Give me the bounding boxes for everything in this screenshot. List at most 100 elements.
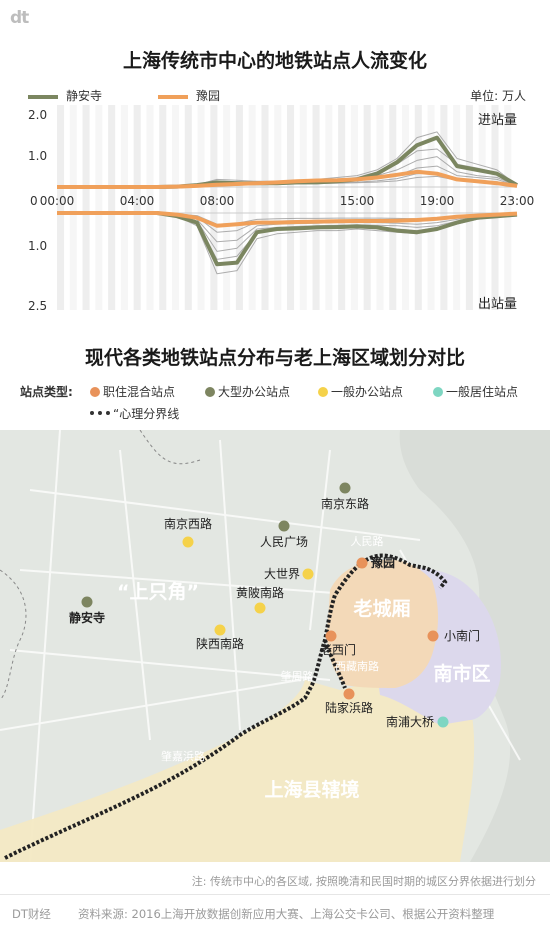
station-label: 南浦大桥 — [386, 714, 434, 729]
y-tick-exit-2-5: 2.5 — [28, 299, 47, 313]
flow-chart: 2.0 1.0 0 1.0 2.5 进站量 出站量 00:00 04:00 08:0… — [28, 105, 535, 313]
station-label: 老西门 — [320, 642, 356, 657]
legend-item-residential: 一般居住站点 — [433, 383, 518, 400]
time-stripes — [57, 105, 512, 310]
time-stripe — [427, 105, 435, 310]
time-stripe — [338, 105, 346, 310]
time-stripe — [491, 105, 499, 310]
time-stripe — [235, 105, 243, 310]
station-label: 南京东路 — [321, 496, 369, 511]
large-office-dot-icon — [205, 387, 215, 397]
footer-divider — [0, 894, 550, 895]
legend-swatch-yuyuan — [158, 94, 188, 99]
street-label-xizangnanlu: 西藏南路 — [335, 660, 379, 673]
unit-label: 单位: 万人 — [470, 89, 526, 103]
station-label: 陕西南路 — [196, 636, 244, 651]
x-tick-label: 19:00 — [420, 194, 455, 208]
station-marker — [182, 536, 194, 548]
time-stripe — [248, 105, 256, 310]
series-layer — [57, 131, 518, 275]
time-stripe — [69, 105, 77, 310]
psychological-boundary-branch — [323, 639, 347, 689]
legend-item-boundary: “心理分界线 — [90, 405, 179, 422]
series-line-豫园-exit — [57, 211, 518, 228]
map-title: 现代各类地铁站点分布与老上海区域划分对比 — [84, 347, 465, 369]
legend-item-mixed: 职住混合站点 — [90, 383, 175, 400]
y-tick-0: 0 — [30, 194, 38, 208]
y-tick-exit-1-0: 1.0 — [28, 239, 47, 253]
time-stripe — [108, 105, 116, 310]
station-label: 人民广场 — [260, 535, 308, 549]
region-label-shangzhijiao: “上只角” — [117, 580, 199, 603]
exit-panel-label: 出站量 — [478, 297, 517, 312]
x-tick-label: 23:00 — [500, 194, 535, 208]
time-stripe — [120, 105, 128, 310]
y-tick-2-0: 2.0 — [28, 108, 47, 122]
station-marker — [278, 520, 290, 532]
time-stripe — [402, 105, 410, 310]
street-label-renminlu: 人民路 — [351, 535, 384, 548]
entry-panel-label: 进站量 — [478, 113, 517, 128]
time-stripe — [82, 105, 90, 310]
footer: DT财经 资料来源: 2016上海开放数据创新应用大赛、上海公交卡公司、根据公开… — [0, 894, 550, 934]
time-stripe — [465, 105, 473, 310]
time-stripe — [389, 105, 397, 310]
station-marker — [437, 716, 449, 728]
time-stripe — [184, 105, 192, 310]
legend-label-yuyuan: 豫园 — [196, 89, 221, 103]
station-marker — [339, 482, 351, 494]
time-stripe — [146, 105, 154, 310]
station-label: 南京西路 — [164, 516, 212, 531]
station-marker — [427, 630, 439, 642]
time-stripe — [197, 105, 205, 310]
legend-label-large-office: 大型办公站点 — [218, 385, 291, 399]
region-label-shanghaixian: 上海县辖境 — [264, 778, 359, 801]
time-stripe — [287, 105, 295, 310]
legend-label-mixed: 职住混合站点 — [103, 385, 176, 399]
station-label: 静安寺 — [69, 610, 105, 625]
map-legend: 站点类型: 职住混合站点 大型办公站点 一般办公站点 一般居住站点 “心理分界线 — [0, 383, 550, 423]
y-tick-1-0: 1.0 — [28, 149, 47, 163]
time-stripe — [210, 105, 218, 310]
outer-boundary-top — [139, 430, 201, 465]
time-stripe — [312, 105, 320, 310]
station-label: 小南门 — [444, 628, 480, 643]
station-marker — [325, 630, 337, 642]
station-label: 黄陂南路 — [236, 585, 284, 600]
mixed-dot-icon — [90, 387, 100, 397]
time-stripe — [325, 105, 333, 310]
street-label-zhaojiabanglu: 肇嘉浜路 — [161, 749, 205, 763]
region-label-nanshiqu: 南市区 — [433, 662, 490, 685]
station-marker — [302, 568, 314, 580]
time-stripe — [95, 105, 103, 310]
legend-item-jingansi: 静安寺 — [28, 87, 102, 104]
time-stripe — [274, 105, 282, 310]
x-tick-labels: 00:00 04:00 08:00 15:00 19:00 23:00 — [40, 194, 535, 208]
region-shanghaixian — [0, 680, 475, 862]
river-area — [399, 430, 550, 862]
time-stripe — [363, 105, 371, 310]
time-stripe — [504, 105, 512, 310]
legend-label-boundary: “心理分界线 — [113, 407, 180, 421]
office-dot-icon — [318, 387, 328, 397]
region-label-laochengxiang: 老城厢 — [353, 597, 410, 620]
time-stripe — [299, 105, 307, 310]
footer-source: 资料来源: 2016上海开放数据创新应用大赛、上海公交卡公司、根据公开资料整理 — [78, 907, 495, 921]
legend-title: 站点类型: — [20, 385, 73, 399]
station-label: 陆家浜路 — [325, 700, 373, 715]
time-stripe — [414, 105, 422, 310]
district-map: “上只角” 老城厢 南市区 上海县辖境 人民路 西藏南路 肇周路 肇嘉浜路 南京… — [0, 430, 550, 862]
x-tick-label: 08:00 — [200, 194, 235, 208]
outer-boundary-left — [0, 569, 27, 701]
footnote: 注: 传统市中心的各区域, 按照晚清和民国时期的城区分界依据进行划分 — [191, 875, 536, 888]
station-marker — [81, 596, 93, 608]
station-marker — [343, 688, 355, 700]
legend-label-jingansi: 静安寺 — [66, 89, 103, 103]
station-marker — [254, 602, 266, 614]
axis-labels: 2.0 1.0 0 1.0 2.5 进站量 出站量 — [28, 108, 517, 313]
legend-label-residential: 一般居住站点 — [446, 385, 519, 399]
station-marker — [356, 557, 368, 569]
legend-swatch-jingansi — [28, 94, 58, 99]
boundary-line-icon — [90, 410, 110, 419]
